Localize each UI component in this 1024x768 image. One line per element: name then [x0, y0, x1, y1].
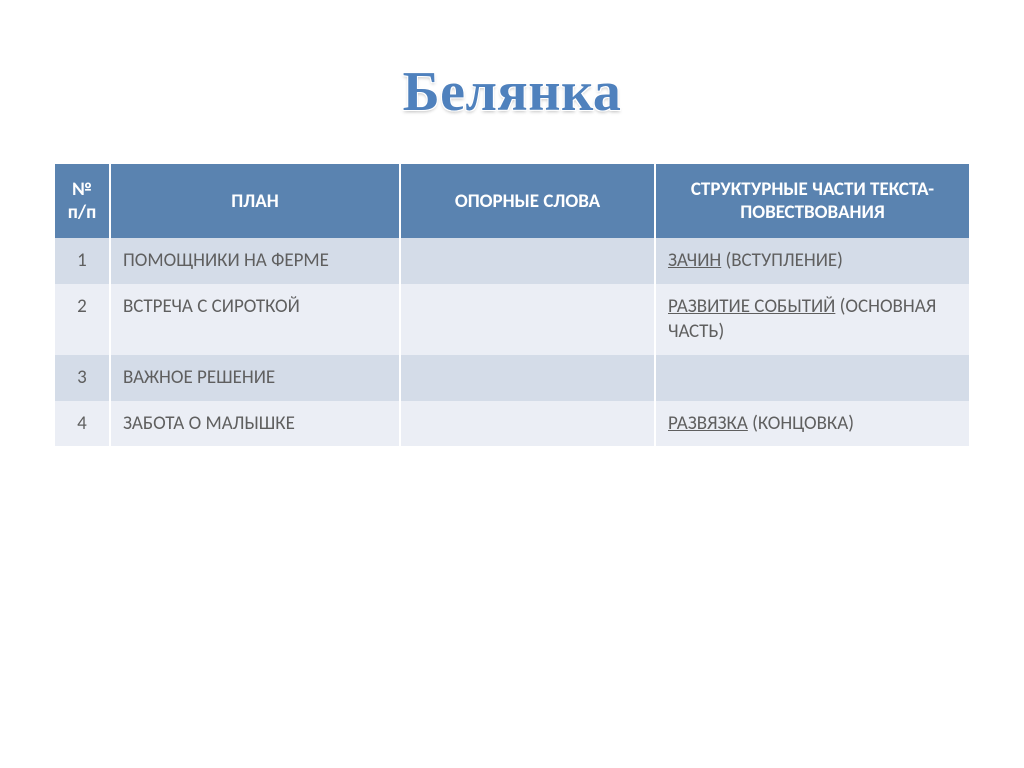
- cell-num: 4: [55, 401, 110, 447]
- cell-words: [400, 284, 655, 355]
- cell-words: [400, 238, 655, 284]
- cell-num: 2: [55, 284, 110, 355]
- cell-struct: [655, 355, 969, 401]
- col-header-words: ОПОРНЫЕ СЛОВА: [400, 164, 655, 238]
- cell-struct: РАЗВИТИЕ СОБЫТИЙ (ОСНОВНАЯ ЧАСТЬ): [655, 284, 969, 355]
- struct-rest: (ВСТУПЛЕНИЕ): [721, 249, 843, 272]
- slide: Белянка № п/п ПЛАН ОПОРНЫЕ СЛОВА СТРУКТУ…: [0, 60, 1024, 768]
- cell-words: [400, 355, 655, 401]
- table-row: 3 ВАЖНОЕ РЕШЕНИЕ: [55, 355, 969, 401]
- slide-title: Белянка: [0, 60, 1024, 124]
- table-row: 1 ПОМОЩНИКИ НА ФЕРМЕ ЗАЧИН (ВСТУПЛЕНИЕ): [55, 238, 969, 284]
- cell-words: [400, 401, 655, 447]
- table-row: 4 ЗАБОТА О МАЛЫШКЕ РАЗВЯЗКА (КОНЦОВКА): [55, 401, 969, 447]
- col-header-struct: СТРУКТУРНЫЕ ЧАСТИ ТЕКСТА-ПОВЕСТВОВАНИЯ: [655, 164, 969, 238]
- table-header-row: № п/п ПЛАН ОПОРНЫЕ СЛОВА СТРУКТУРНЫЕ ЧАС…: [55, 164, 969, 238]
- cell-struct: ЗАЧИН (ВСТУПЛЕНИЕ): [655, 238, 969, 284]
- cell-plan: ВАЖНОЕ РЕШЕНИЕ: [110, 355, 400, 401]
- cell-plan: ПОМОЩНИКИ НА ФЕРМЕ: [110, 238, 400, 284]
- plan-table-wrap: № п/п ПЛАН ОПОРНЫЕ СЛОВА СТРУКТУРНЫЕ ЧАС…: [55, 164, 969, 446]
- struct-underlined: РАЗВЯЗКА: [668, 412, 748, 435]
- cell-struct: РАЗВЯЗКА (КОНЦОВКА): [655, 401, 969, 447]
- col-header-num: № п/п: [55, 164, 110, 238]
- col-header-plan: ПЛАН: [110, 164, 400, 238]
- cell-num: 1: [55, 238, 110, 284]
- struct-underlined: РАЗВИТИЕ СОБЫТИЙ: [668, 295, 835, 318]
- struct-rest: (КОНЦОВКА): [748, 412, 854, 435]
- cell-num: 3: [55, 355, 110, 401]
- cell-plan: ВСТРЕЧА С СИРОТКОЙ: [110, 284, 400, 355]
- struct-underlined: ЗАЧИН: [668, 249, 721, 272]
- plan-table: № п/п ПЛАН ОПОРНЫЕ СЛОВА СТРУКТУРНЫЕ ЧАС…: [55, 164, 969, 446]
- cell-plan: ЗАБОТА О МАЛЫШКЕ: [110, 401, 400, 447]
- table-row: 2 ВСТРЕЧА С СИРОТКОЙ РАЗВИТИЕ СОБЫТИЙ (О…: [55, 284, 969, 355]
